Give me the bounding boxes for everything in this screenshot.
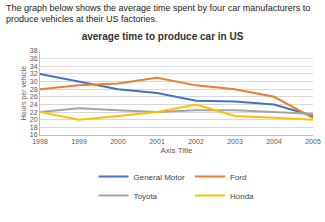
html-text:The graph below shows the aver: The graph below shows the average time s… <box>6 3 311 24</box>
svg-text:24: 24 <box>30 101 38 108</box>
svg-text:Toyota: Toyota <box>134 192 158 201</box>
svg-text:Honda: Honda <box>230 192 254 201</box>
svg-text:22: 22 <box>30 109 38 116</box>
svg-text:28: 28 <box>30 86 38 93</box>
svg-text:2000: 2000 <box>110 138 126 145</box>
svg-text:2004: 2004 <box>266 138 282 145</box>
svg-text:2003: 2003 <box>227 138 243 145</box>
svg-text:32: 32 <box>30 70 38 77</box>
svg-text:2002: 2002 <box>188 138 204 145</box>
svg-text:1998: 1998 <box>32 138 48 145</box>
svg-text:General Motor: General Motor <box>134 173 185 182</box>
svg-text:26: 26 <box>30 93 38 100</box>
svg-text:34: 34 <box>30 63 38 70</box>
svg-text:30: 30 <box>30 78 38 85</box>
svg-text:38: 38 <box>30 47 38 54</box>
svg-text:20: 20 <box>30 116 38 123</box>
svg-text:1999: 1999 <box>71 138 87 145</box>
svg-text:average time to produce car in: average time to produce car in US <box>82 31 244 42</box>
svg-text:2005: 2005 <box>305 138 321 145</box>
svg-text:18: 18 <box>30 124 38 131</box>
svg-text:Ford: Ford <box>230 173 246 182</box>
svg-text:16: 16 <box>30 131 38 138</box>
svg-text:Hours per vehicle: Hours per vehicle <box>20 66 28 121</box>
svg-text:2001: 2001 <box>149 138 165 145</box>
svg-text:Axis Title: Axis Title <box>160 146 193 155</box>
svg-text:36: 36 <box>30 55 38 62</box>
